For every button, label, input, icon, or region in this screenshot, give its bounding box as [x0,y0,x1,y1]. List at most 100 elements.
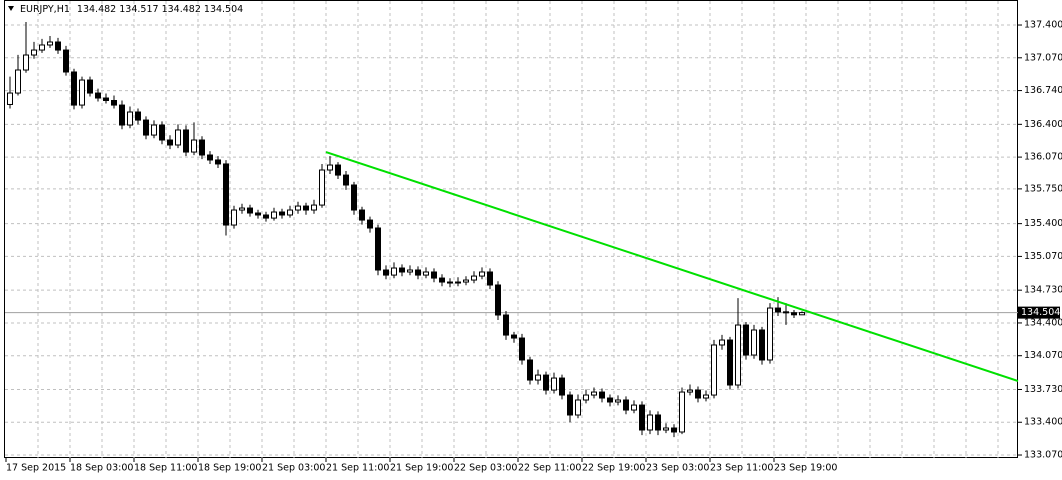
candle-body [239,207,245,211]
candle-body [791,312,797,316]
candle-body [231,209,237,226]
y-tick-label: 134.070 [1024,350,1062,361]
candle-body [303,205,309,211]
candle-body [271,211,277,219]
open: 134.482 [77,4,116,15]
price-tag-label: 134.504 [1021,307,1060,318]
candle-body [319,169,325,206]
candle-body [735,324,741,386]
menu-arrow[interactable] [8,6,14,11]
candle-body [39,44,45,51]
candle-body [663,427,669,431]
candle-body [391,267,397,276]
candle-body [527,359,533,381]
candle-body [399,267,405,273]
candle-body [455,281,461,284]
x-tick-label: 22 Sep 11:00 [518,463,581,474]
candle-body [119,104,125,126]
candle-body [279,211,285,216]
x-tick-label: 18 Sep 19:00 [198,463,261,474]
candle-body [551,377,557,391]
candle-body [799,312,805,316]
x-tick-label: 22 Sep 19:00 [582,463,645,474]
candle-body [463,279,469,283]
candle-body [439,277,445,283]
x-tick-label: 23 Sep 03:00 [646,463,709,474]
candle-body [263,214,269,219]
candle-body [423,271,429,276]
candle-body [47,41,53,46]
candle-body [255,212,261,216]
y-tick-label: 135.070 [1024,251,1062,262]
candle-body [351,184,357,211]
low: 134.482 [162,4,201,15]
candle-body [23,54,29,71]
y-tick-label: 134.400 [1024,317,1062,328]
candle-body [79,79,85,106]
candle-body [583,394,589,401]
candle-body [479,271,485,277]
candle-body [127,111,133,126]
candle-body [543,374,549,391]
candle-body [687,389,693,393]
candle-body [575,399,581,416]
candle-body [519,337,525,361]
candle-body [199,139,205,156]
candle-body [647,414,653,431]
price-tag [1018,306,1060,319]
candle-body [511,334,517,339]
candle-body [71,71,77,106]
candle-body [703,394,709,399]
x-tick-label: 22 Sep 03:00 [454,463,517,474]
y-tick-label: 133.070 [1024,450,1062,461]
candle-body [183,129,189,153]
candle-body [375,227,381,271]
candle-body [767,307,773,361]
candle-body [599,391,605,399]
candle-body [63,49,69,73]
candle-body [7,92,13,105]
x-tick-label: 23 Sep 11:00 [710,463,773,474]
candle-body [31,49,37,56]
candle-body [103,97,109,101]
y-tick-label: 136.400 [1024,119,1062,130]
candle-body [447,281,453,284]
candle-body [383,269,389,276]
candle-body [247,207,253,214]
candle-body [135,111,141,121]
candle-body [567,394,573,416]
candle-body [471,275,477,281]
y-tick-label: 133.400 [1024,417,1062,428]
candle-body [295,205,301,211]
y-tick-label: 136.070 [1024,152,1062,163]
candle-body [175,129,181,146]
candle-body [711,344,717,396]
candle-body [503,314,509,336]
plot-frame [4,0,1018,458]
candle-body [623,399,629,411]
y-tick-label: 134.730 [1024,285,1062,296]
candle-body [159,124,165,141]
candle-body [151,124,157,136]
candle-body [639,404,645,431]
candle-body [671,427,677,433]
candle-body [783,311,789,314]
candle-body [679,391,685,433]
high: 134.517 [119,4,158,15]
candle-body [311,204,317,211]
candle-body [87,79,93,94]
candle-body [367,219,373,229]
x-tick-label: 17 Sep 2015 [6,463,66,474]
candle-body [431,271,437,279]
candle-body [359,209,365,221]
candle-body [407,269,413,273]
candle-body [143,119,149,136]
candle-body [55,41,61,51]
y-tick-label: 135.400 [1024,218,1062,229]
candle-body [719,339,725,346]
y-tick-label: 136.740 [1024,85,1062,96]
candle-body [591,391,597,396]
candle-body [111,99,117,106]
candle-body [727,339,733,386]
